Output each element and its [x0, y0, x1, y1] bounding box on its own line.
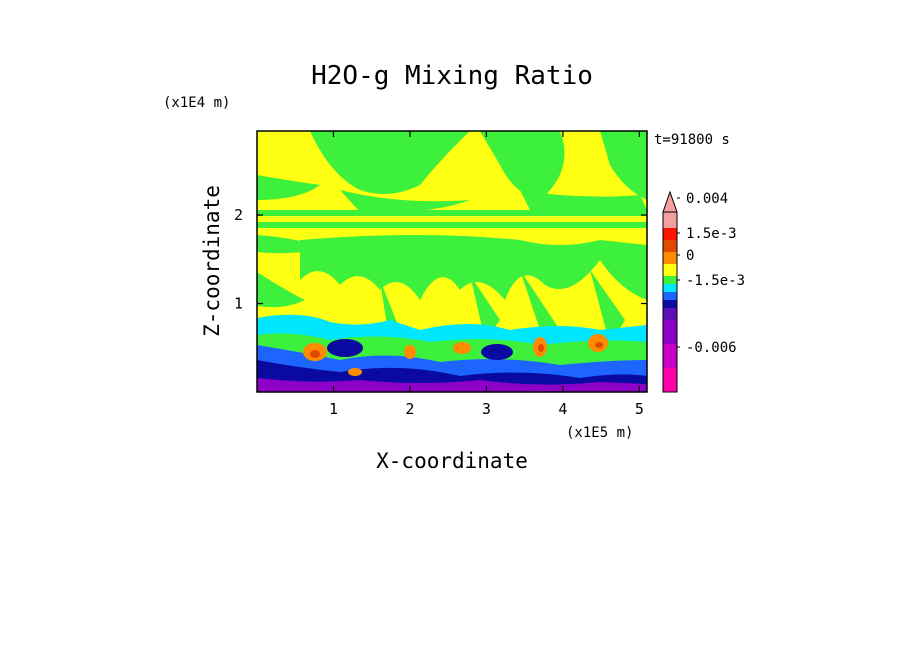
surface-purple-regions	[257, 378, 647, 392]
colorbar-tick-label: 0	[686, 248, 694, 264]
moist-plume-cores	[310, 342, 603, 358]
y-tick-label: 2	[234, 206, 243, 224]
colorbar-segment	[663, 228, 677, 240]
colorbar-segment	[663, 240, 677, 252]
x-tick-label: 1	[329, 400, 338, 418]
contour-field	[257, 131, 647, 392]
colorbar-segment	[663, 300, 677, 308]
colorbar-segment	[663, 212, 677, 228]
x-tick-label: 4	[558, 400, 567, 418]
colorbar-segment	[663, 276, 677, 284]
plot-frame	[256, 130, 648, 393]
x-tick-label: 2	[405, 400, 414, 418]
colorbar-frame	[662, 211, 678, 393]
colorbar-tick-label: 0.004	[686, 191, 728, 207]
upper-green-regions	[257, 131, 647, 345]
y-unit-label: (x1E4 m)	[163, 95, 230, 111]
colorbar-segment	[663, 252, 677, 264]
colorbar-tick-labels: 0.004 1.5e-3 0 -1.5e-3 -0.006	[677, 191, 745, 356]
colorbar-segment	[663, 264, 677, 276]
x-tick-label: 3	[482, 400, 491, 418]
y-axis-label: Z-coordinate	[200, 185, 224, 337]
y-ticks: 12	[234, 206, 647, 313]
colorbar-extend-arrow	[662, 190, 678, 213]
colorbar-segment	[663, 292, 677, 300]
y-tick-label: 1	[234, 295, 243, 313]
x-axis-label: X-coordinate	[376, 449, 528, 473]
colorbar-tick-label: -1.5e-3	[686, 273, 745, 289]
colorbar	[662, 190, 678, 393]
chart-title: H2O-g Mixing Ratio	[311, 61, 593, 91]
colorbar-segment	[663, 368, 677, 392]
colorbar-segment	[663, 284, 677, 292]
colorbar-tick-label: 1.5e-3	[686, 226, 737, 242]
colorbar-tick-label: -0.006	[686, 340, 737, 356]
colorbar-segment	[663, 320, 677, 344]
colorbar-segment	[663, 308, 677, 320]
x-unit-label: (x1E5 m)	[566, 425, 633, 441]
time-label: t=91800 s	[654, 132, 730, 148]
x-tick-label: 5	[635, 400, 644, 418]
x-ticks: 1 2 3 4 5	[329, 131, 644, 418]
colorbar-segment	[663, 344, 677, 368]
